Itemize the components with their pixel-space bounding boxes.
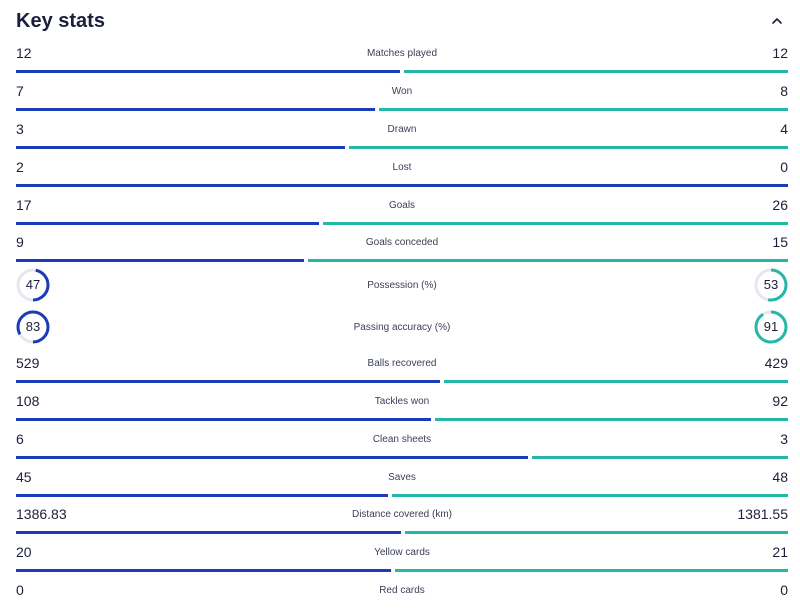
away-bar	[379, 108, 788, 111]
home-value: 9	[16, 234, 24, 250]
stat-label: Passing accuracy (%)	[353, 322, 451, 333]
home-value: 108	[16, 393, 40, 409]
stat-label: Balls recovered	[367, 358, 437, 369]
home-bar	[16, 456, 528, 459]
home-value: 83	[25, 319, 41, 334]
stat-row: 47 53 Possession (%)	[16, 268, 788, 304]
away-bar	[405, 531, 788, 534]
away-value: 3	[780, 431, 788, 447]
away-value: 48	[772, 469, 788, 485]
away-value: 0	[780, 582, 788, 598]
home-bar	[16, 146, 345, 149]
stat-row: 7 Won 8	[16, 83, 788, 113]
chevron-up-icon[interactable]	[770, 14, 784, 28]
stat-row: 9 Goals conceded 15	[16, 234, 788, 264]
stat-row: 0 Red cards 0	[16, 582, 788, 612]
away-bar	[435, 418, 788, 421]
away-value: 53	[763, 277, 779, 292]
stat-row: 529 Balls recovered 429	[16, 355, 788, 385]
home-bar	[16, 494, 388, 497]
home-value: 12	[16, 45, 32, 61]
away-value: 12	[772, 45, 788, 61]
stat-row: 83 91 Passing accuracy (%)	[16, 310, 788, 346]
home-bar	[16, 531, 401, 534]
away-ring-gauge: 91	[754, 310, 788, 344]
stat-row: 2 Lost 0	[16, 159, 788, 189]
away-value: 91	[763, 319, 779, 334]
stat-row: 45 Saves 48	[16, 469, 788, 499]
away-value: 1381.55	[737, 506, 788, 522]
away-value: 21	[772, 544, 788, 560]
home-bar	[16, 569, 391, 572]
home-value: 17	[16, 197, 32, 213]
home-value: 47	[25, 277, 41, 292]
away-value: 8	[780, 83, 788, 99]
stat-label: Red cards	[379, 585, 425, 596]
home-value: 0	[16, 582, 24, 598]
home-bar	[16, 259, 304, 262]
stat-label: Drawn	[387, 124, 417, 135]
key-stats-header: Key stats	[16, 8, 790, 38]
stat-label: Clean sheets	[372, 434, 432, 445]
stat-label: Matches played	[366, 48, 438, 59]
away-bar	[444, 380, 788, 383]
home-bar	[16, 108, 375, 111]
stat-label: Saves	[388, 472, 416, 483]
away-ring-gauge: 53	[754, 268, 788, 302]
stat-row: 6 Clean sheets 3	[16, 431, 788, 461]
away-value: 26	[772, 197, 788, 213]
home-value: 45	[16, 469, 32, 485]
home-bar	[16, 70, 400, 73]
away-bar	[392, 494, 788, 497]
away-bar	[532, 456, 788, 459]
stat-row: 17 Goals 26	[16, 197, 788, 227]
home-bar	[16, 380, 440, 383]
away-bar	[395, 569, 788, 572]
home-value: 1386.83	[16, 506, 67, 522]
home-ring-gauge: 47	[16, 268, 50, 302]
home-value: 7	[16, 83, 24, 99]
stat-label: Goals conceded	[365, 237, 439, 248]
stat-row: 12 Matches played 12	[16, 45, 788, 75]
away-bar	[323, 222, 788, 225]
stat-label: Won	[391, 86, 413, 97]
away-value: 429	[764, 355, 788, 371]
stat-row: 3 Drawn 4	[16, 121, 788, 151]
stat-row: 108 Tackles won 92	[16, 393, 788, 423]
stat-label: Possession (%)	[367, 280, 437, 291]
stat-label: Lost	[392, 162, 412, 173]
home-ring-gauge: 83	[16, 310, 50, 344]
away-value: 92	[772, 393, 788, 409]
section-title: Key stats	[16, 10, 105, 32]
home-value: 3	[16, 121, 24, 137]
stat-label: Yellow cards	[374, 547, 430, 558]
stat-label: Goals	[388, 200, 416, 211]
home-value: 2	[16, 159, 24, 175]
home-value: 529	[16, 355, 40, 371]
away-value: 4	[780, 121, 788, 137]
home-bar	[16, 184, 788, 187]
away-bar	[349, 146, 788, 149]
away-bar	[308, 259, 788, 262]
stat-row: 20 Yellow cards 21	[16, 544, 788, 574]
home-bar	[16, 418, 431, 421]
away-bar	[404, 70, 788, 73]
away-value: 0	[780, 159, 788, 175]
stat-label: Distance covered (km)	[351, 509, 453, 520]
home-bar	[16, 222, 319, 225]
home-value: 20	[16, 544, 32, 560]
away-value: 15	[772, 234, 788, 250]
stat-label: Tackles won	[374, 396, 430, 407]
stat-row: 1386.83 Distance covered (km) 1381.55	[16, 506, 788, 536]
home-value: 6	[16, 431, 24, 447]
